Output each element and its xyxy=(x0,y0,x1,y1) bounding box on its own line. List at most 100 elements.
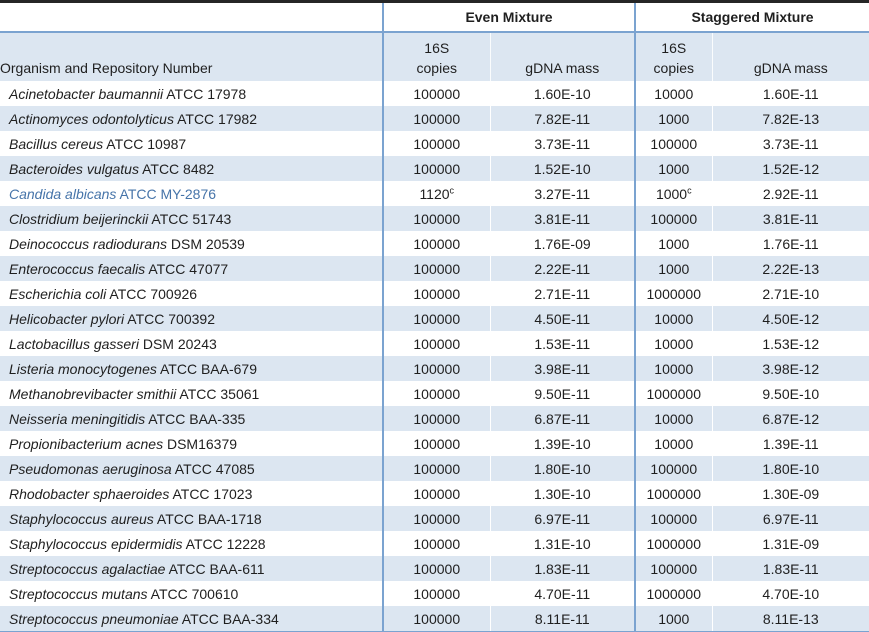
staggered-gdna-value: 6.87E-12 xyxy=(762,410,820,427)
even-copies-cell: 100000 xyxy=(382,331,490,356)
table-row: Neisseria meningitidis ATCC BAA-335 1000… xyxy=(0,406,869,431)
even-copies-value: 100000 xyxy=(413,210,461,227)
table-row: Actinomyces odontolyticus ATCC 17982 100… xyxy=(0,106,869,131)
staggered-gdna-value: 1.52E-12 xyxy=(762,160,820,177)
even-gdna-value: 1.76E-09 xyxy=(533,235,591,252)
staggered-gdna-mass-header: gDNA mass xyxy=(711,32,869,81)
organism-cell: Actinomyces odontolyticus ATCC 17982 xyxy=(0,106,383,131)
even-gdna-cell: 9.50E-11 xyxy=(489,381,636,406)
even-copies-cell: 100000 xyxy=(382,106,490,131)
organism-cell: Neisseria meningitidis ATCC BAA-335 xyxy=(0,406,383,431)
even-gdna-value: 4.70E-11 xyxy=(534,585,591,602)
table-row: Escherichia coli ATCC 700926 100000 2.71… xyxy=(0,281,869,306)
organism-cell: Acinetobacter baumannii ATCC 17978 xyxy=(0,81,383,106)
even-copies-value: 100000 xyxy=(413,310,461,327)
organism-repository-number: ATCC BAA-1718 xyxy=(156,510,262,527)
staggered-gdna-value: 1.76E-11 xyxy=(762,235,819,252)
even-copies-cell: 100000 xyxy=(382,481,490,506)
organism-cell: Rhodobacter sphaeroides ATCC 17023 xyxy=(0,481,383,506)
even-copies-cell: 100000 xyxy=(382,256,490,281)
even-gdna-value: 1.80E-10 xyxy=(533,460,591,477)
even-copies-value: 100000 xyxy=(413,285,461,302)
even-copies-cell: 100000 xyxy=(382,381,490,406)
even-gdna-value: 1.39E-10 xyxy=(533,435,591,452)
even-copies-value: 100000 xyxy=(413,160,461,177)
staggered-gdna-cell: 2.92E-11 xyxy=(711,181,869,206)
staggered-gdna-cell: 4.70E-10 xyxy=(711,581,869,606)
even-copies-value: 100000 xyxy=(413,560,461,577)
staggered-copies-value: 10000 xyxy=(654,360,694,377)
even-copies-cell: 100000 xyxy=(382,506,490,531)
organism-repository-number: DSM 20539 xyxy=(170,235,245,252)
staggered-gdna-value: 9.50E-10 xyxy=(762,385,820,402)
footnote-superscript: c xyxy=(449,184,455,195)
even-copies-cell: 100000 xyxy=(382,81,490,106)
table-row: Staphylococcus epidermidis ATCC 12228 10… xyxy=(0,531,869,556)
organism-repository-number: ATCC 700392 xyxy=(127,310,215,327)
staggered-gdna-value: 2.71E-10 xyxy=(762,285,820,302)
staggered-mixture-group-header: Staggered Mixture xyxy=(634,1,869,33)
table-row: Bacteroides vulgatus ATCC 8482 100000 1.… xyxy=(0,156,869,181)
table-row: Methanobrevibacter smithii ATCC 35061 10… xyxy=(0,381,869,406)
staggered-gdna-cell: 3.73E-11 xyxy=(711,131,869,156)
organism-name-italic: Listeria monocytogenes xyxy=(9,360,157,377)
staggered-gdna-cell: 1.39E-11 xyxy=(711,431,869,456)
organism-header-spacer xyxy=(0,1,383,33)
staggered-gdna-cell: 1.83E-11 xyxy=(711,556,869,581)
sub-header-row: Organism and Repository Number 16S copie… xyxy=(0,32,869,81)
organism-name-italic: Staphylococcus epidermidis xyxy=(9,535,183,552)
organism-cell: Escherichia coli ATCC 700926 xyxy=(0,281,383,306)
even-gdna-cell: 1.53E-11 xyxy=(489,331,636,356)
staggered-copies-cell: 10000 xyxy=(634,81,713,106)
staggered-copies-cell: 10000 xyxy=(634,431,713,456)
organism-repository-number: ATCC 51743 xyxy=(151,210,232,227)
even-copies-cell: 100000 xyxy=(382,406,490,431)
even-copies-cell: 100000 xyxy=(382,306,490,331)
even-copies-value: 100000 xyxy=(413,610,461,627)
even-gdna-value: 1.53E-11 xyxy=(534,335,591,352)
table-row: Acinetobacter baumannii ATCC 17978 10000… xyxy=(0,81,869,106)
organism-name-italic: Methanobrevibacter smithii xyxy=(9,385,177,402)
organism-cell: Clostridium beijerinckii ATCC 51743 xyxy=(0,206,383,231)
staggered-gdna-cell: 7.82E-13 xyxy=(711,106,869,131)
even-copies-value: 100000 xyxy=(413,135,461,152)
even-gdna-value: 1.52E-10 xyxy=(533,160,591,177)
staggered-gdna-cell: 1.52E-12 xyxy=(711,156,869,181)
staggered-copies-value: 1000c xyxy=(655,184,692,202)
staggered-copies-value: 10000 xyxy=(654,435,694,452)
staggered-copies-value: 10000 xyxy=(654,335,694,352)
organism-name-italic: Escherichia coli xyxy=(9,285,107,302)
staggered-gdna-value: 1.31E-09 xyxy=(762,535,820,552)
organism-name-italic: Neisseria meningitidis xyxy=(9,410,146,427)
staggered-gdna-cell: 9.50E-10 xyxy=(711,381,869,406)
staggered-gdna-value: 3.73E-11 xyxy=(762,135,819,152)
staggered-gdna-cell: 3.98E-12 xyxy=(711,356,869,381)
organism-cell: Staphylococcus aureus ATCC BAA-1718 xyxy=(0,506,383,531)
even-copies-cell: 1120c xyxy=(382,181,490,206)
even-copies-value: 100000 xyxy=(413,410,461,427)
table-row: Bacillus cereus ATCC 10987 100000 3.73E-… xyxy=(0,131,869,156)
even-gdna-value: 1.83E-11 xyxy=(534,560,591,577)
staggered-gdna-cell: 1.30E-09 xyxy=(711,481,869,506)
even-16s-line: 16S xyxy=(424,40,450,56)
organism-name-italic: Helicobacter pylori xyxy=(9,310,125,327)
staggered-copies-value: 100000 xyxy=(650,460,698,477)
staggered-gdna-value: 4.50E-12 xyxy=(762,310,820,327)
table-row: Streptococcus mutans ATCC 700610 100000 … xyxy=(0,581,869,606)
staggered-gdna-value: 3.98E-12 xyxy=(762,360,820,377)
even-gdna-cell: 1.52E-10 xyxy=(489,156,636,181)
organism-repository-number: ATCC MY-2876 xyxy=(119,185,217,202)
even-copies-value: 100000 xyxy=(413,435,461,452)
staggered-gdna-cell: 1.80E-10 xyxy=(711,456,869,481)
even-gdna-cell: 6.97E-11 xyxy=(489,506,636,531)
even-copies-cell: 100000 xyxy=(382,231,490,256)
organism-repository-number: ATCC 17982 xyxy=(177,110,257,127)
table-row: Deinococcus radiodurans DSM 20539 100000… xyxy=(0,231,869,256)
even-copies-cell: 100000 xyxy=(382,206,490,231)
even-gdna-value: 1.60E-10 xyxy=(533,85,591,102)
staggered-copies-cell: 10000 xyxy=(634,406,713,431)
organism-cell: Streptococcus mutans ATCC 700610 xyxy=(0,581,383,606)
organism-repository-number: ATCC 47085 xyxy=(174,460,255,477)
even-copies-cell: 100000 xyxy=(382,606,490,632)
even-gdna-cell: 4.70E-11 xyxy=(489,581,636,606)
